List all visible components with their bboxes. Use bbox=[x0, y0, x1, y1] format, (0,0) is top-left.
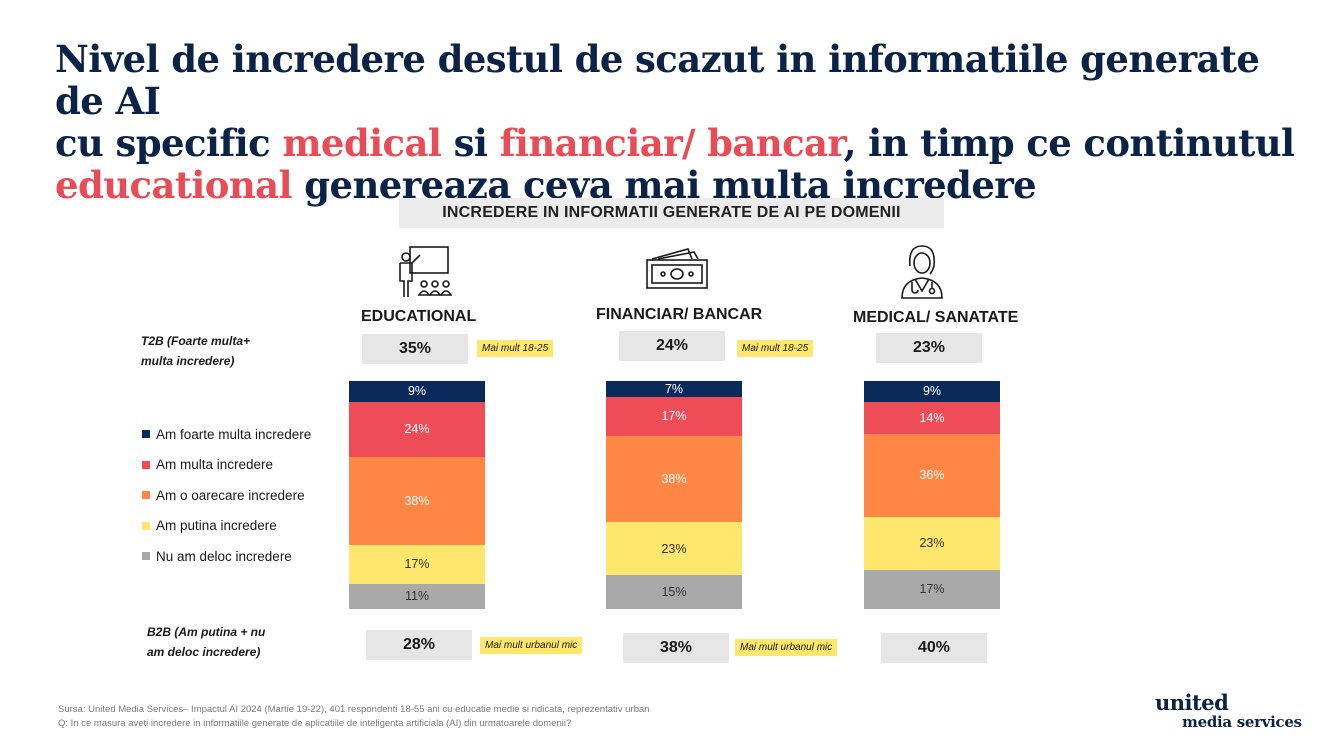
data-label: 24% bbox=[404, 422, 430, 437]
title-highlight-medical: medical bbox=[282, 121, 442, 165]
t2b-label-line-2: multa incredere) bbox=[141, 354, 235, 368]
title-text: si bbox=[441, 121, 500, 165]
legend-label: Am o oarecare incredere bbox=[156, 487, 305, 503]
data-label: 17% bbox=[919, 582, 945, 597]
title-line-2: cu specific medical si financiar/ bancar… bbox=[55, 122, 1315, 164]
b2b-note-educational: Mai mult urbanul mic bbox=[480, 637, 583, 654]
data-label: 23% bbox=[919, 536, 945, 551]
legend-swatch bbox=[142, 460, 150, 469]
title-text: , in timp ce continutul bbox=[843, 121, 1296, 165]
b2b-label-line-2: am deloc incredere) bbox=[147, 645, 261, 659]
seg-foarte-multa: 7% bbox=[606, 381, 742, 397]
data-label: 36% bbox=[919, 468, 945, 483]
stacked-bar-educational: 9% 24% 38% 17% 11% bbox=[349, 381, 485, 609]
seg-deloc: 15% bbox=[606, 574, 742, 609]
b2b-value-financiar: 38% bbox=[623, 633, 729, 663]
stacked-bar-medical: 9% 14% 36% 23% 17% bbox=[864, 381, 1000, 609]
seg-oarecare: 38% bbox=[606, 435, 742, 523]
b2b-value-educational: 28% bbox=[366, 630, 472, 660]
legend-label: Am putina incredere bbox=[156, 518, 277, 534]
seg-multa: 17% bbox=[606, 396, 742, 436]
legend-item: Nu am deloc incredere bbox=[142, 541, 311, 572]
t2b-value-medical: 23% bbox=[876, 333, 982, 363]
logo-line-2: media services bbox=[1182, 713, 1302, 731]
t2b-label: T2B (Foarte multa+ multa incredere) bbox=[141, 331, 250, 371]
data-label: 38% bbox=[661, 472, 687, 487]
title-highlight-educational: educational bbox=[55, 163, 293, 207]
seg-deloc: 17% bbox=[864, 569, 1000, 609]
legend-item: Am multa incredere bbox=[142, 450, 311, 481]
seg-putina: 23% bbox=[606, 522, 742, 575]
data-label: 9% bbox=[407, 384, 427, 399]
seg-foarte-multa: 9% bbox=[864, 381, 1000, 402]
seg-multa: 14% bbox=[864, 401, 1000, 434]
domain-label-educational: EDUCATIONAL bbox=[361, 308, 477, 325]
title-text: cu specific bbox=[55, 121, 283, 165]
legend-swatch bbox=[142, 430, 150, 439]
data-label: 11% bbox=[404, 589, 430, 604]
data-label: 9% bbox=[922, 384, 942, 399]
teacher-presentation-icon bbox=[399, 246, 453, 297]
b2b-value-medical: 40% bbox=[881, 633, 987, 663]
b2b-label-line-1: B2B (Am putina + nu bbox=[147, 625, 266, 639]
legend-item: Am foarte multa incredere bbox=[142, 419, 311, 450]
company-logo: united media services bbox=[1155, 692, 1305, 731]
data-label: 14% bbox=[919, 410, 945, 425]
seg-foarte-multa: 9% bbox=[349, 381, 485, 402]
legend-label: Am foarte multa incredere bbox=[156, 426, 312, 442]
footer-source: Sursa: United Media Services– Impactul A… bbox=[58, 703, 649, 731]
domain-label-medical: MEDICAL/ SANATATE bbox=[853, 309, 1019, 326]
t2b-note-educational: Mai mult 18-25 bbox=[477, 340, 554, 357]
source-text: Sursa: United Media Services– Impactul A… bbox=[58, 704, 650, 715]
data-label: 7% bbox=[664, 381, 684, 396]
banknote-icon bbox=[646, 248, 708, 289]
doctor-icon bbox=[901, 245, 943, 299]
seg-multa: 24% bbox=[349, 401, 485, 457]
data-label: 15% bbox=[661, 584, 687, 599]
chart-legend: Am foarte multa incredere Am multa incre… bbox=[142, 419, 311, 572]
data-label: 17% bbox=[404, 557, 430, 572]
t2b-label-line-1: T2B (Foarte multa+ bbox=[141, 334, 251, 348]
legend-item: Am o oarecare incredere bbox=[142, 480, 311, 511]
legend-item: Am putina incredere bbox=[142, 511, 311, 542]
legend-label: Am multa incredere bbox=[156, 457, 274, 473]
page-title: Nivel de incredere destul de scazut in i… bbox=[55, 38, 1315, 206]
legend-swatch bbox=[142, 521, 150, 530]
logo-line-1: united bbox=[1155, 690, 1229, 715]
data-label: 17% bbox=[661, 409, 687, 424]
seg-oarecare: 36% bbox=[864, 433, 1000, 517]
t2b-value-financiar: 24% bbox=[619, 331, 725, 361]
title-highlight-financiar: financiar/ bancar bbox=[499, 121, 845, 165]
domain-label-financiar: FINANCIAR/ BANCAR bbox=[596, 306, 763, 323]
legend-swatch bbox=[142, 491, 150, 500]
seg-deloc: 11% bbox=[349, 583, 485, 609]
b2b-label: B2B (Am putina + nu am deloc incredere) bbox=[147, 622, 265, 662]
chart-title: INCREDERE IN INFORMATII GENERATE DE AI P… bbox=[399, 198, 944, 228]
seg-putina: 23% bbox=[864, 516, 1000, 570]
b2b-note-financiar: Mai mult urbanul mic bbox=[735, 639, 838, 656]
t2b-note-financiar: Mai mult 18-25 bbox=[737, 340, 814, 357]
title-line-1: Nivel de incredere destul de scazut in i… bbox=[55, 37, 1260, 123]
t2b-value-educational: 35% bbox=[362, 334, 468, 364]
legend-swatch bbox=[142, 552, 150, 561]
legend-label: Nu am deloc incredere bbox=[156, 548, 292, 564]
data-label: 38% bbox=[404, 493, 430, 508]
stacked-bar-financiar: 7% 17% 38% 23% 15% bbox=[606, 381, 742, 609]
seg-putina: 17% bbox=[349, 544, 485, 584]
question-text: Q: In ce masura aveti incredere in infor… bbox=[58, 718, 572, 729]
data-label: 23% bbox=[661, 541, 687, 556]
seg-oarecare: 38% bbox=[349, 457, 485, 545]
